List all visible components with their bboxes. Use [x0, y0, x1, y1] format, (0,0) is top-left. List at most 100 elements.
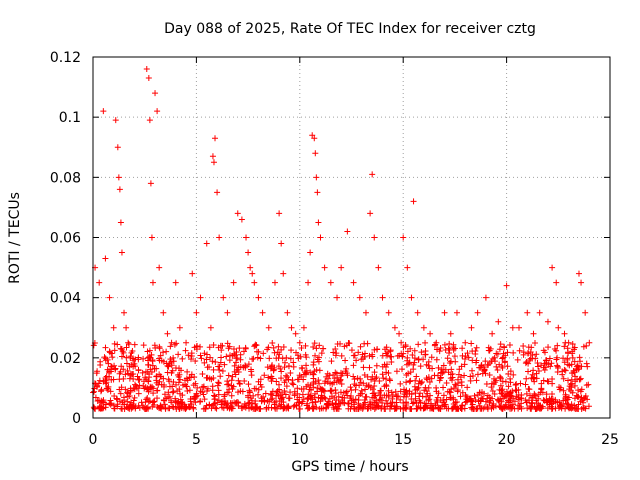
data-point [403, 379, 410, 386]
data-point [567, 381, 574, 388]
data-point [411, 359, 418, 366]
data-point [410, 366, 417, 373]
data-point [436, 377, 443, 384]
data-point [271, 349, 278, 356]
data-point [446, 360, 453, 367]
data-point [135, 366, 142, 373]
data-point [459, 345, 466, 352]
data-point [122, 371, 129, 378]
data-point [429, 404, 436, 411]
x-tick-label: 25 [601, 432, 619, 448]
data-point [146, 398, 153, 405]
data-point [269, 395, 276, 402]
data-point [140, 342, 147, 349]
data-point [97, 361, 104, 368]
data-point [150, 402, 157, 409]
data-point [156, 378, 163, 385]
data-point [166, 393, 173, 400]
data-point [577, 398, 584, 405]
data-point [538, 385, 545, 392]
data-point [528, 400, 535, 407]
data-point [278, 346, 285, 353]
data-point [151, 342, 158, 349]
data-point [270, 344, 277, 351]
data-point [350, 401, 357, 408]
data-point [434, 394, 441, 401]
data-point [265, 324, 272, 331]
data-point [280, 405, 287, 412]
data-point [339, 370, 346, 377]
data-point [120, 366, 127, 373]
data-point [427, 330, 434, 337]
data-point [123, 360, 130, 367]
data-point [362, 386, 369, 393]
data-point [272, 405, 279, 412]
data-point [529, 371, 536, 378]
data-point [248, 366, 255, 373]
data-point [194, 392, 201, 399]
data-point [527, 392, 534, 399]
data-point [562, 397, 569, 404]
data-point [108, 350, 115, 357]
data-point [221, 361, 228, 368]
data-point [188, 353, 195, 360]
data-point [507, 402, 514, 409]
data-point [233, 348, 240, 355]
data-point [231, 362, 238, 369]
data-point [493, 350, 500, 357]
x-tick-label: 20 [498, 432, 516, 448]
data-point [294, 385, 301, 392]
data-point [239, 388, 246, 395]
data-point [337, 389, 344, 396]
data-point [152, 90, 159, 97]
data-point [118, 249, 125, 256]
data-point [531, 403, 538, 410]
data-point [146, 370, 153, 377]
data-point [212, 359, 219, 366]
data-point [493, 363, 500, 370]
data-point [215, 391, 222, 398]
data-point [557, 402, 564, 409]
data-point [381, 392, 388, 399]
data-point [225, 381, 232, 388]
data-point [580, 343, 587, 350]
data-point [255, 294, 262, 301]
data-point [409, 351, 416, 358]
data-point [512, 381, 519, 388]
data-point [524, 405, 531, 412]
data-point [202, 405, 209, 412]
data-point [204, 374, 211, 381]
data-point [551, 346, 558, 353]
data-point [558, 405, 565, 412]
data-point [255, 386, 262, 393]
data-point [481, 390, 488, 397]
data-point [120, 394, 127, 401]
data-point [327, 387, 334, 394]
data-point [397, 396, 404, 403]
data-point [287, 370, 294, 377]
data-point [311, 340, 318, 347]
data-point [203, 356, 210, 363]
data-point [366, 352, 373, 359]
data-point [91, 385, 98, 392]
data-point [415, 356, 422, 363]
data-point [422, 351, 429, 358]
data-point [226, 357, 233, 364]
data-point [368, 376, 375, 383]
data-point [135, 354, 142, 361]
data-point [132, 404, 139, 411]
data-point [156, 264, 163, 271]
data-point [397, 380, 404, 387]
data-point [583, 360, 590, 367]
data-point [312, 399, 319, 406]
data-point [112, 117, 119, 124]
data-point [225, 345, 232, 352]
data-point [391, 405, 398, 412]
data-point [330, 349, 337, 356]
data-point [305, 394, 312, 401]
data-point [147, 355, 154, 362]
data-point [124, 398, 131, 405]
data-point [311, 135, 318, 142]
data-point [206, 364, 213, 371]
data-point [538, 362, 545, 369]
